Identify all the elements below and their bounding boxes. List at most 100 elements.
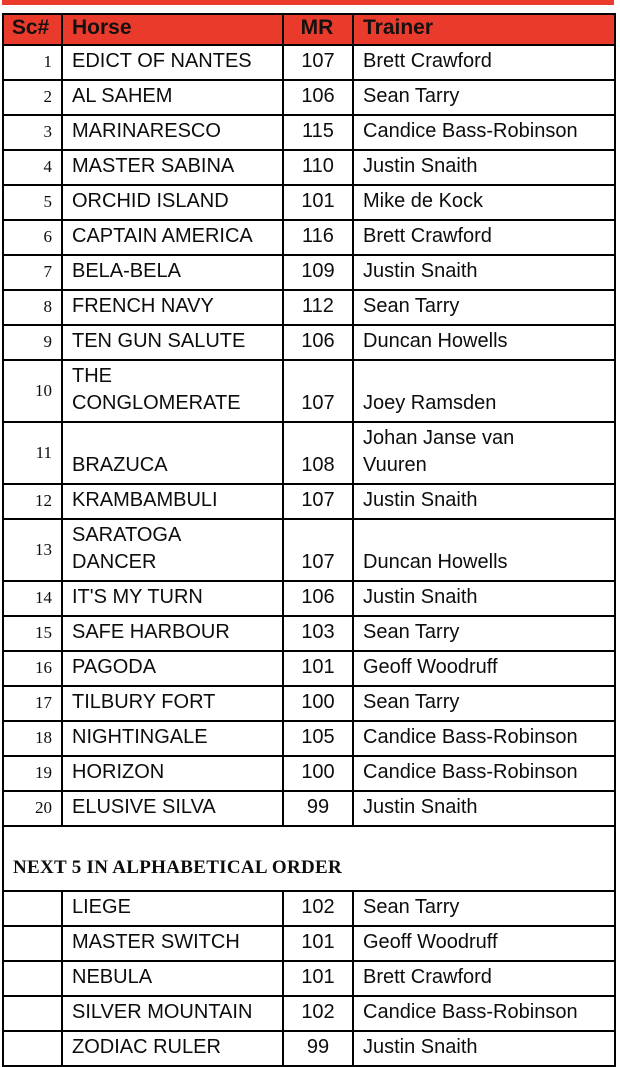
section-band: NEXT 5 IN ALPHABETICAL ORDER xyxy=(2,825,616,892)
horse-name-cell: MARINARESCO xyxy=(61,114,284,151)
table-row: 3 MARINARESCO 115 Candice Bass-Robinson xyxy=(2,114,616,151)
trainer-name-cell: Geoff Woodruff xyxy=(352,650,616,687)
mr-value-cell: 106 xyxy=(282,580,354,617)
sc-number-cell: 12 xyxy=(2,483,63,520)
sc-number-cell: 11 xyxy=(2,421,63,485)
table-row: 8 FRENCH NAVY 112 Sean Tarry xyxy=(2,289,616,326)
horse-name-cell: HORIZON xyxy=(61,755,284,792)
table-row: 7 BELA-BELA 109 Justin Snaith xyxy=(2,254,616,291)
trainer-name-cell: Sean Tarry xyxy=(352,615,616,652)
horse-name-cell: ZODIAC RULER xyxy=(61,1030,284,1067)
horse-name-cell: SAFE HARBOUR xyxy=(61,615,284,652)
table-row: 2 AL SAHEM 106 Sean Tarry xyxy=(2,79,616,116)
mr-value-cell: 102 xyxy=(282,995,354,1032)
mr-value-cell: 105 xyxy=(282,720,354,757)
sc-number-cell: 16 xyxy=(2,650,63,687)
sc-number-cell xyxy=(2,995,63,1032)
sc-number-cell: 8 xyxy=(2,289,63,326)
mr-value-cell: 115 xyxy=(282,114,354,151)
horse-name-cell: KRAMBAMBULI xyxy=(61,483,284,520)
sc-number-cell: 15 xyxy=(2,615,63,652)
mr-value-cell: 110 xyxy=(282,149,354,186)
trainer-name-cell: Johan Janse van Vuuren xyxy=(352,421,616,485)
horse-name-cell: BELA-BELA xyxy=(61,254,284,291)
sc-number-cell: 13 xyxy=(2,518,63,582)
table-row: 17 TILBURY FORT 100 Sean Tarry xyxy=(2,685,616,722)
column-header-sc: Sc# xyxy=(2,13,63,46)
horse-name-cell: AL SAHEM xyxy=(61,79,284,116)
horse-name-cell: TILBURY FORT xyxy=(61,685,284,722)
sc-number-cell: 9 xyxy=(2,324,63,361)
section-band-row: NEXT 5 IN ALPHABETICAL ORDER xyxy=(2,825,616,892)
sc-number-cell: 17 xyxy=(2,685,63,722)
horse-name-cell: NEBULA xyxy=(61,960,284,997)
sc-number-cell: 14 xyxy=(2,580,63,617)
trainer-name-cell: Justin Snaith xyxy=(352,1030,616,1067)
trainer-name-cell: Joey Ramsden xyxy=(352,359,616,423)
column-header-horse: Horse xyxy=(61,13,284,46)
table-row: 12 KRAMBAMBULI 107 Justin Snaith xyxy=(2,483,616,520)
sc-number-cell: 1 xyxy=(2,44,63,81)
trainer-name-cell: Brett Crawford xyxy=(352,44,616,81)
sc-number-cell: 3 xyxy=(2,114,63,151)
horse-name-cell: EDICT OF NANTES xyxy=(61,44,284,81)
section-label: NEXT 5 IN ALPHABETICAL ORDER xyxy=(2,825,616,892)
mr-value-cell: 101 xyxy=(282,184,354,221)
mr-value-cell: 107 xyxy=(282,359,354,423)
trainer-name-cell: Justin Snaith xyxy=(352,254,616,291)
horse-name-cell: THE CONGLOMERATE xyxy=(61,359,284,423)
table-row: 4 MASTER SABINA 110 Justin Snaith xyxy=(2,149,616,186)
extra-rows: LIEGE 102 Sean Tarry MASTER SWITCH 101 G… xyxy=(2,890,616,1067)
table-row: 15 SAFE HARBOUR 103 Sean Tarry xyxy=(2,615,616,652)
top-red-strip xyxy=(2,0,614,5)
sc-number-cell: 4 xyxy=(2,149,63,186)
mr-value-cell: 107 xyxy=(282,483,354,520)
table-header: Sc# Horse MR Trainer xyxy=(2,13,616,46)
trainer-name-cell: Candice Bass-Robinson xyxy=(352,995,616,1032)
trainer-name-cell: Sean Tarry xyxy=(352,685,616,722)
trainer-name-cell: Duncan Howells xyxy=(352,518,616,582)
horse-name-cell: ORCHID ISLAND xyxy=(61,184,284,221)
horse-name-cell: MASTER SWITCH xyxy=(61,925,284,962)
trainer-name-cell: Brett Crawford xyxy=(352,219,616,256)
sc-number-cell: 10 xyxy=(2,359,63,423)
mr-value-cell: 106 xyxy=(282,324,354,361)
mr-value-cell: 101 xyxy=(282,650,354,687)
trainer-name-cell: Justin Snaith xyxy=(352,483,616,520)
trainer-name-cell: Candice Bass-Robinson xyxy=(352,114,616,151)
trainer-name-cell: Sean Tarry xyxy=(352,890,616,927)
trainer-name-cell: Candice Bass-Robinson xyxy=(352,720,616,757)
table-row: LIEGE 102 Sean Tarry xyxy=(2,890,616,927)
sc-number-cell: 18 xyxy=(2,720,63,757)
trainer-name-cell: Brett Crawford xyxy=(352,960,616,997)
column-header-mr: MR xyxy=(282,13,354,46)
mr-value-cell: 107 xyxy=(282,44,354,81)
horse-name-cell: BRAZUCA xyxy=(61,421,284,485)
trainer-name-cell: Sean Tarry xyxy=(352,289,616,326)
horse-ratings-table: Sc# Horse MR Trainer 1 EDICT OF NANTES 1… xyxy=(2,13,616,1067)
mr-value-cell: 112 xyxy=(282,289,354,326)
horse-name-cell: PAGODA xyxy=(61,650,284,687)
table-row: 1 EDICT OF NANTES 107 Brett Crawford xyxy=(2,44,616,81)
mr-value-cell: 100 xyxy=(282,685,354,722)
mr-value-cell: 99 xyxy=(282,1030,354,1067)
mr-value-cell: 109 xyxy=(282,254,354,291)
horse-name-cell: FRENCH NAVY xyxy=(61,289,284,326)
mr-value-cell: 101 xyxy=(282,925,354,962)
table-row: 19 HORIZON 100 Candice Bass-Robinson xyxy=(2,755,616,792)
mr-value-cell: 108 xyxy=(282,421,354,485)
table-row: ZODIAC RULER 99 Justin Snaith xyxy=(2,1030,616,1067)
trainer-name-cell: Duncan Howells xyxy=(352,324,616,361)
table-row: SILVER MOUNTAIN 102 Candice Bass-Robinso… xyxy=(2,995,616,1032)
horse-name-cell: NIGHTINGALE xyxy=(61,720,284,757)
mr-value-cell: 102 xyxy=(282,890,354,927)
table-row: 13 SARATOGA DANCER 107 Duncan Howells xyxy=(2,518,616,582)
sc-number-cell xyxy=(2,1030,63,1067)
horse-name-cell: SILVER MOUNTAIN xyxy=(61,995,284,1032)
table-row: 16 PAGODA 101 Geoff Woodruff xyxy=(2,650,616,687)
trainer-name-cell: Justin Snaith xyxy=(352,790,616,827)
sc-number-cell: 5 xyxy=(2,184,63,221)
table-row: 20 ELUSIVE SILVA 99 Justin Snaith xyxy=(2,790,616,827)
mr-value-cell: 116 xyxy=(282,219,354,256)
header-row: Sc# Horse MR Trainer xyxy=(2,13,616,46)
